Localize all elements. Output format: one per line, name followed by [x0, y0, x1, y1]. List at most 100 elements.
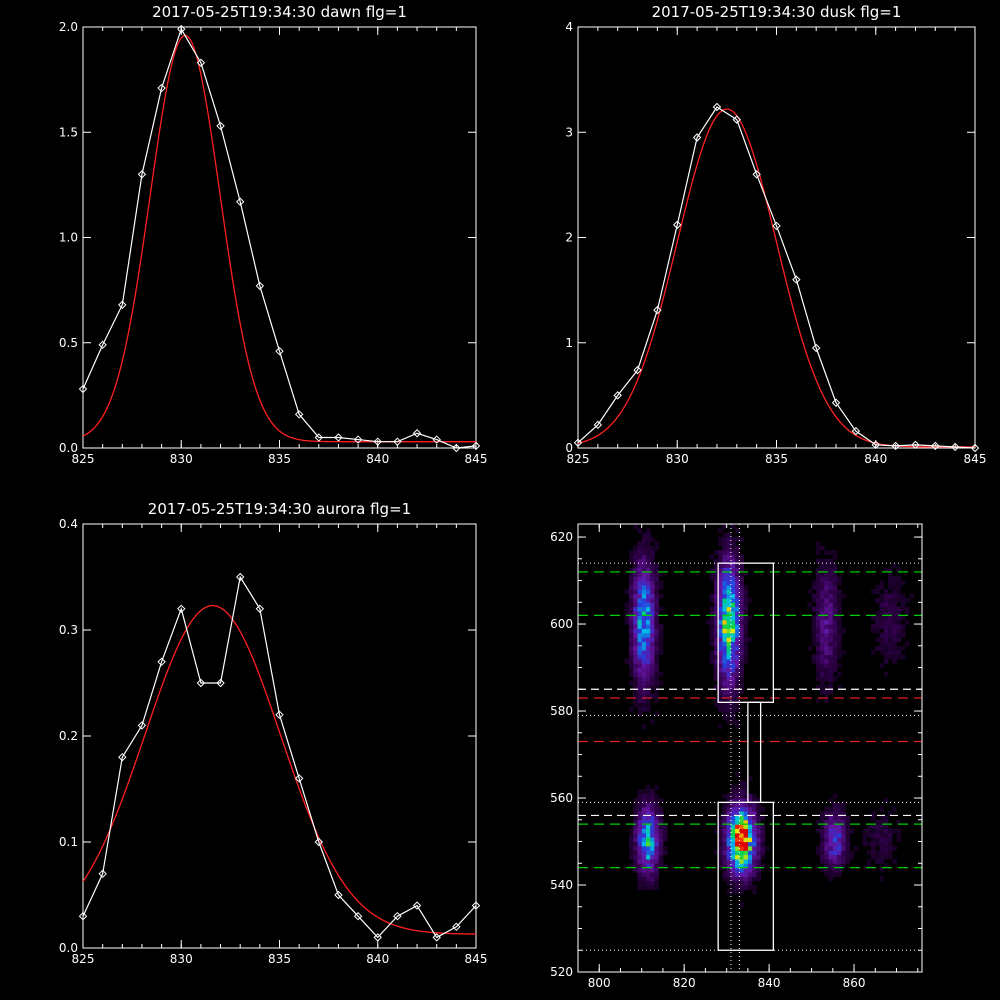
heatmap-cell: [641, 689, 647, 695]
heatmap-cell: [900, 624, 906, 629]
heatmap-cell: [739, 684, 744, 690]
heatmap-cell: [739, 580, 744, 586]
chart-title: 2017-05-25T19:34:30 dusk flg=1: [652, 3, 902, 21]
heatmap-cell: [735, 663, 740, 669]
heatmap-cell: [875, 597, 880, 603]
heatmap-cell: [718, 850, 723, 856]
heatmap-cell: [739, 567, 744, 573]
heatmap-cell: [879, 632, 885, 638]
heatmap-cell: [828, 576, 834, 582]
heatmap-cell: [820, 663, 825, 669]
heatmap-cell: [739, 858, 744, 864]
heatmap-cell: [837, 576, 842, 582]
heatmap-cell: [743, 811, 749, 816]
data-point: [573, 438, 583, 447]
heatmap-cell: [658, 798, 664, 803]
heatmap-cell: [650, 550, 655, 555]
heatmap-cell: [722, 676, 727, 682]
heatmap-cell: [633, 619, 638, 625]
heatmap-cell: [633, 832, 638, 838]
heatmap-cell: [824, 624, 829, 629]
heatmap-cell: [841, 841, 846, 847]
heatmap-cell: [722, 698, 727, 703]
heatmap-cell: [646, 628, 651, 634]
heatmap-cell: [633, 841, 638, 847]
heatmap-cell: [722, 532, 727, 538]
heatmap-cell: [743, 793, 749, 799]
heatmap-cell: [739, 837, 744, 843]
heatmap-cell: [735, 885, 740, 890]
heatmap-cell: [845, 824, 851, 829]
heatmap-cell: [735, 684, 740, 690]
heatmap-cell: [828, 845, 834, 851]
x-tick-label: 825: [72, 452, 95, 466]
heatmap-cell: [713, 576, 719, 582]
heatmap-cell: [743, 885, 749, 890]
heatmap-cell: [756, 876, 761, 882]
heatmap-cell: [815, 602, 821, 608]
heatmap-cell: [709, 615, 715, 621]
heatmap-cell: [739, 785, 744, 790]
heatmap-cell: [871, 841, 876, 847]
heatmap-cell: [828, 602, 834, 608]
heatmap-cell: [730, 828, 736, 834]
heatmap-cell: [713, 654, 719, 660]
heatmap-cell: [718, 819, 723, 825]
data-point: [235, 197, 245, 206]
heatmap-cell: [646, 641, 651, 647]
heatmap-cell: [624, 611, 630, 616]
heatmap-cell: [730, 832, 736, 838]
heatmap-cell: [629, 576, 634, 582]
heatmap-cell: [862, 828, 868, 834]
heatmap-cell: [726, 658, 732, 664]
heatmap-cell: [841, 858, 846, 864]
heatmap-cell: [629, 597, 634, 603]
heatmap-cell: [730, 558, 736, 564]
heatmap-cell: [739, 845, 744, 851]
heatmap-cell: [654, 872, 659, 877]
plot-frame: [82, 523, 477, 949]
heatmap-cell: [815, 541, 821, 547]
heatmap-cell: [883, 615, 889, 621]
heatmap-cell: [713, 663, 719, 669]
heatmap-cell: [637, 824, 643, 829]
heatmap-cell: [718, 580, 723, 586]
heatmap-cell: [730, 693, 736, 699]
y-tick-label: 0.3: [59, 623, 78, 637]
heatmap-cell: [650, 611, 655, 616]
heatmap-cell: [828, 658, 834, 664]
heatmap-cell: [807, 589, 812, 595]
heatmap-cell: [718, 571, 723, 577]
heatmap-cell: [709, 619, 715, 625]
heatmap-cell: [888, 602, 893, 608]
heatmap-cell: [624, 602, 630, 608]
heatmap-cell: [709, 654, 715, 660]
heatmap-cell: [722, 606, 727, 612]
heatmap-cell: [730, 680, 736, 686]
heatmap-cell: [629, 567, 634, 573]
heatmap-cell: [641, 619, 647, 625]
heatmap-cell: [722, 671, 727, 677]
heatmap-cell: [633, 545, 638, 551]
heatmap-cell: [726, 811, 732, 816]
heatmap-cell: [726, 632, 732, 638]
heatmap-cell: [637, 828, 643, 834]
heatmap-cell: [832, 593, 838, 599]
heatmap-cell: [637, 637, 643, 642]
heatmap-cell: [637, 702, 643, 708]
heatmap-cell: [837, 632, 842, 638]
y-tick-label: 0.5: [59, 336, 78, 350]
heatmap-cell: [815, 845, 821, 851]
heatmap-cell: [633, 650, 638, 655]
heatmap-cell: [730, 863, 736, 869]
heatmap-cell: [871, 845, 876, 851]
region-box: [717, 562, 775, 703]
heatmap-cell: [629, 554, 634, 560]
heatmap-cell: [820, 837, 825, 843]
heatmap-cell: [637, 584, 643, 590]
heatmap-cell: [654, 645, 659, 651]
heatmap-cell: [841, 863, 846, 869]
heatmap-cell: [820, 819, 825, 825]
heatmap-cell: [837, 654, 842, 660]
heatmap-cell: [760, 828, 766, 834]
